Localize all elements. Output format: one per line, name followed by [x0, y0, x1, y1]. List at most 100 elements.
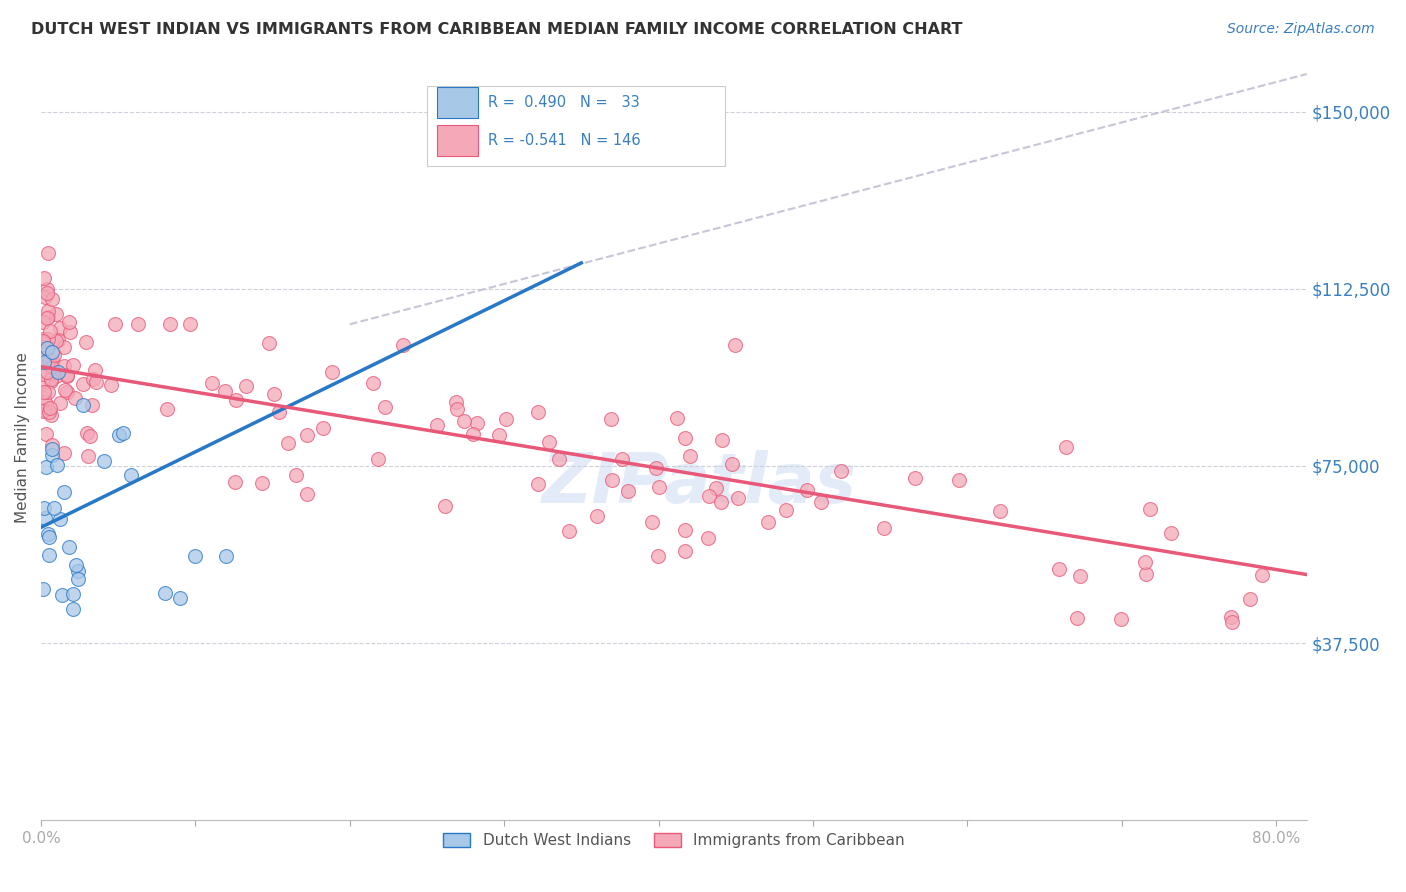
- Point: [93, 453, 115, 467]
- Point: [39, 374, 62, 388]
- Point: [41, 344, 63, 359]
- Point: [34, 395, 56, 409]
- Point: [41, 360, 63, 375]
- Point: [666, 410, 689, 425]
- Point: [610, 452, 633, 467]
- Point: [224, 475, 246, 489]
- Point: [374, 401, 396, 415]
- FancyBboxPatch shape: [427, 86, 724, 166]
- Point: [53, 384, 76, 398]
- Point: [31, 351, 53, 365]
- Point: [1066, 611, 1088, 625]
- Point: [1047, 562, 1070, 576]
- Point: [82, 398, 104, 412]
- Point: [31, 334, 53, 348]
- Point: [547, 452, 569, 467]
- Point: [1239, 591, 1261, 606]
- Point: [51, 588, 73, 602]
- Point: [453, 414, 475, 428]
- Point: [111, 425, 134, 440]
- Point: [31, 376, 53, 391]
- Point: [495, 411, 517, 425]
- Point: [44, 368, 66, 383]
- Point: [1133, 555, 1156, 569]
- Point: [1054, 441, 1077, 455]
- Point: [723, 337, 745, 351]
- Point: [82, 372, 104, 386]
- Point: [537, 434, 560, 449]
- Point: [32, 501, 55, 516]
- Point: [277, 435, 299, 450]
- Point: [35, 459, 58, 474]
- Point: [41, 442, 63, 456]
- Point: [648, 479, 671, 493]
- Point: [156, 401, 179, 416]
- Point: [31, 315, 53, 329]
- Point: [56, 368, 79, 383]
- Point: [104, 318, 127, 332]
- Point: [39, 372, 62, 386]
- Point: [269, 405, 291, 419]
- Point: [990, 503, 1012, 517]
- Point: [37, 527, 59, 541]
- Point: [39, 408, 62, 422]
- Point: [284, 468, 307, 483]
- Point: [38, 531, 60, 545]
- Text: ZIPatlas: ZIPatlas: [541, 450, 856, 517]
- Point: [37, 385, 59, 400]
- Point: [710, 495, 733, 509]
- Point: [108, 427, 131, 442]
- Point: [426, 417, 449, 432]
- Point: [37, 246, 59, 260]
- Point: [49, 395, 72, 409]
- Point: [38, 405, 60, 419]
- Point: [37, 282, 59, 296]
- Point: [796, 483, 818, 497]
- Point: [46, 334, 69, 348]
- Point: [31, 340, 53, 354]
- Point: [32, 582, 55, 596]
- Point: [558, 524, 581, 538]
- Point: [127, 318, 149, 332]
- Point: [35, 365, 58, 379]
- FancyBboxPatch shape: [437, 87, 478, 118]
- Point: [39, 401, 62, 415]
- Point: [756, 515, 779, 529]
- Point: [446, 401, 468, 416]
- Text: R = -0.541   N = 146: R = -0.541 N = 146: [488, 133, 641, 148]
- Point: [45, 308, 67, 322]
- Point: [38, 325, 60, 339]
- Point: [673, 544, 696, 558]
- Point: [46, 364, 69, 378]
- Point: [58, 315, 80, 329]
- Point: [32, 391, 55, 405]
- Point: [34, 511, 56, 525]
- Point: [84, 375, 107, 389]
- Point: [52, 340, 75, 354]
- Point: [83, 362, 105, 376]
- Point: [49, 511, 72, 525]
- Point: [600, 473, 623, 487]
- Point: [41, 366, 63, 380]
- Point: [433, 499, 456, 513]
- Point: [527, 405, 550, 419]
- Point: [41, 448, 63, 462]
- Point: [35, 285, 58, 300]
- Point: [463, 427, 485, 442]
- Point: [1139, 502, 1161, 516]
- Point: [34, 290, 56, 304]
- Point: [721, 458, 744, 472]
- Point: [617, 483, 640, 498]
- Point: [775, 503, 797, 517]
- Point: [42, 500, 65, 515]
- Point: [215, 549, 238, 563]
- Point: [526, 477, 548, 491]
- Point: [644, 461, 666, 475]
- Point: [830, 464, 852, 478]
- Point: [72, 398, 94, 412]
- Point: [35, 310, 58, 325]
- Point: [41, 352, 63, 367]
- Point: [56, 384, 79, 399]
- Point: [599, 411, 621, 425]
- Point: [55, 368, 77, 383]
